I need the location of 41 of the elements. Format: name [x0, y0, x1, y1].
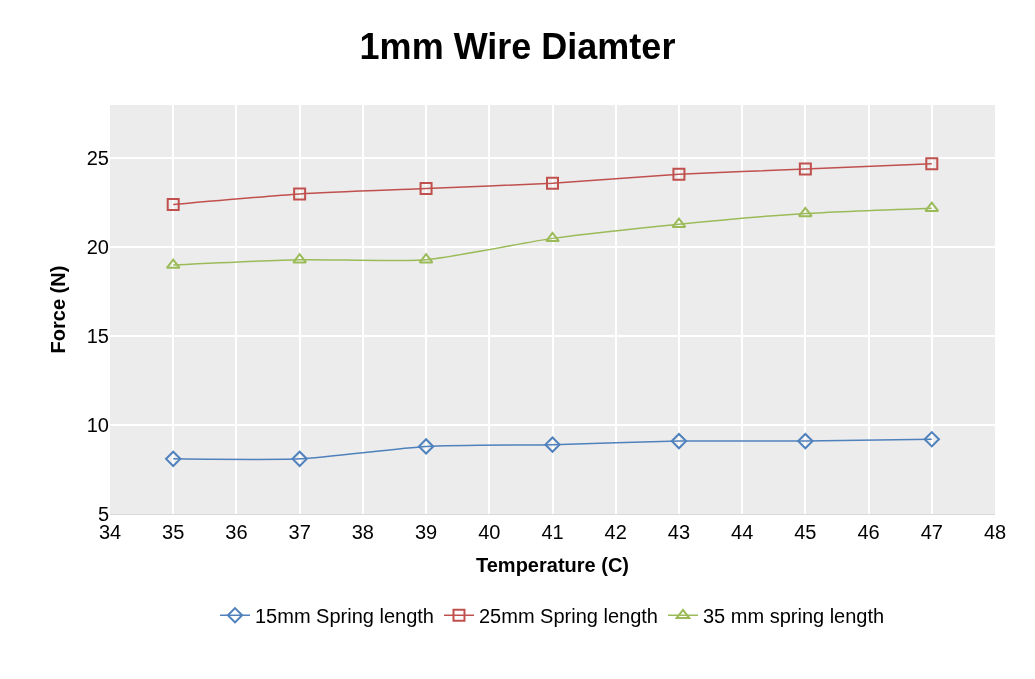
point [292, 253, 307, 264]
y-tick-label: 15 [86, 325, 109, 348]
point [419, 182, 433, 196]
point [798, 162, 812, 176]
y-tick-label: 25 [86, 147, 109, 170]
point [293, 187, 307, 201]
x-tick-label: 39 [414, 521, 438, 543]
point [417, 438, 435, 455]
legend-label: 35 mm spring length [702, 605, 885, 628]
x-tick-label: 47 [920, 521, 943, 543]
x-tick-label: 36 [225, 521, 248, 543]
legend-label: 15mm Spring length [255, 605, 434, 628]
point [670, 432, 688, 450]
point [798, 206, 813, 218]
chart-title: 1mm Wire Diamter [359, 26, 676, 68]
x-tick-label: 40 [478, 521, 501, 543]
x-tick-label: 44 [731, 521, 754, 543]
point [165, 450, 182, 468]
point [925, 157, 939, 171]
point [923, 431, 940, 448]
x-tick-label: 46 [857, 521, 880, 543]
y-tick-label: 20 [86, 236, 109, 259]
point [546, 176, 559, 190]
x-tick-label: 43 [667, 521, 691, 543]
y-tick-label: 10 [86, 414, 109, 437]
legend-label: 25mm Spring length [478, 605, 658, 628]
point [545, 231, 560, 243]
x-tick-label: 35 [162, 521, 185, 543]
x-tick-label: 38 [351, 521, 374, 543]
x-tick-label: 48 [983, 521, 1007, 543]
point [672, 167, 686, 181]
x-tick-label: 45 [794, 521, 817, 543]
point [544, 436, 561, 453]
x-tick-label: 41 [541, 521, 564, 543]
y-axis-title: Force (N) [47, 265, 70, 354]
x-tick-label: 37 [288, 521, 311, 543]
x-tick-label: 42 [604, 521, 627, 543]
point [291, 450, 308, 468]
x-axis-title: Temperature (C) [476, 553, 629, 576]
point [166, 198, 180, 212]
point [797, 432, 814, 450]
